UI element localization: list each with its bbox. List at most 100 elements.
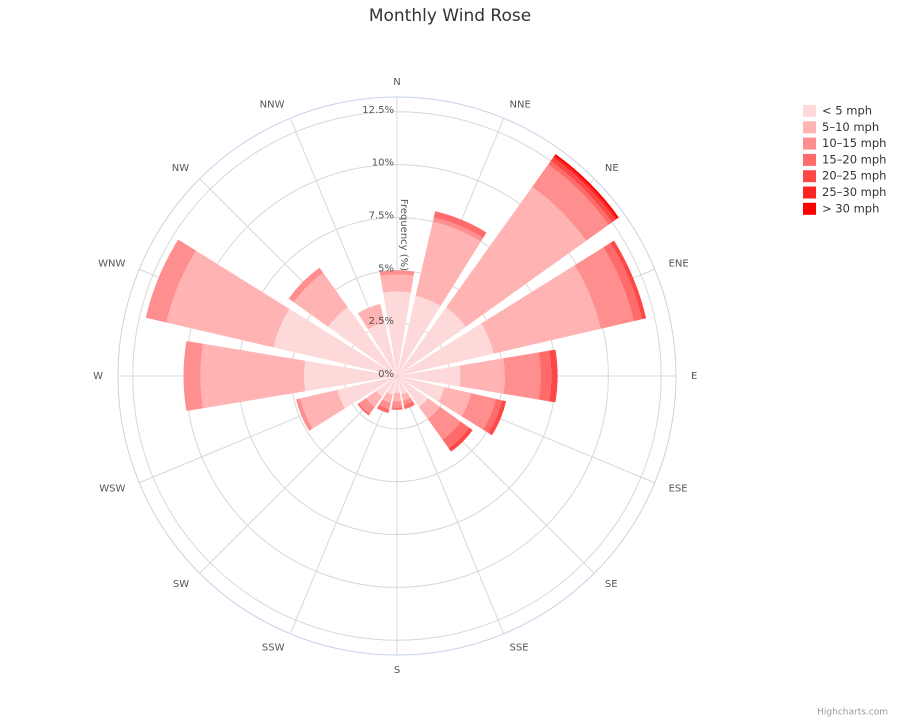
legend-label: 15–20 mph [822,152,886,166]
bar-segment [446,186,587,327]
bar-segment [397,376,445,402]
bar-segment [200,343,306,409]
x-tick-label: SSE [510,643,529,654]
bar-segment [376,376,397,397]
legend-label: 10–15 mph [822,136,886,150]
x-tick-label: S [394,665,400,676]
bar-segment [397,376,428,407]
bar-segment [367,322,397,376]
bar-segment [386,376,397,395]
x-tick-label: N [393,77,400,88]
bar-segment [438,386,472,417]
bar-segment [145,239,197,323]
bar-segment [401,392,411,401]
bar-segment [553,155,618,220]
legend-label: 5–10 mph [822,120,879,134]
bar-segment [433,211,487,238]
y-axis-label: Frequency (%) [398,199,409,271]
credits: Highcharts.com [817,708,888,718]
bar-segment [391,401,403,408]
y-tick-label: 10% [372,158,394,169]
spoke [396,375,505,634]
bar-segment [379,270,415,276]
bar-segment [403,401,415,409]
x-tick-label: SSW [262,643,285,654]
bar-segment [303,360,397,392]
y-tick-label: 5% [378,263,394,274]
bar-segment [538,350,552,402]
bar-segment [603,242,643,322]
x-tick-label: SW [173,579,189,590]
x-tick-label: ESE [669,484,688,495]
legend-swatch [803,202,816,215]
legend-swatch [803,137,816,150]
bar-segment [483,398,503,434]
bar-segment [359,398,375,414]
bar-segment [503,352,541,400]
bar-segment [183,340,204,412]
bar-segment [296,398,313,431]
bar-segment [459,358,505,394]
bar-segment [394,376,400,393]
bar-segment [448,427,473,452]
bar-segment [550,157,616,223]
bar-segment [402,397,413,405]
bar-segment [427,406,461,440]
legend-swatch [803,121,816,134]
bar-segment [300,389,345,429]
bar-segment [293,272,348,327]
y-tick-label: 0% [378,369,394,380]
bar-segment [415,221,481,307]
x-tick-label: NNW [260,99,285,110]
x-tick-label: W [93,371,103,382]
x-tick-label: ENE [669,258,689,269]
spoke [289,375,398,634]
bar-segment [380,274,414,293]
bar-segment [481,265,601,354]
legend-label: > 30 mph [822,201,879,215]
bar-segment [548,161,612,225]
bar-segment [532,164,609,241]
y-tick-label: 12.5% [362,105,394,116]
bar-segment [273,308,397,376]
bar-segment [337,376,397,409]
chart-title: Monthly Wind Rose [369,6,531,26]
legend-label: < 5 mph [822,104,872,118]
bar-segment [391,407,403,410]
bar-segment [397,376,408,395]
bar-segment [328,307,397,376]
bar-segment [166,250,290,348]
bar-segment [461,393,496,430]
legend-label: 20–25 mph [822,169,886,183]
legend-swatch [803,170,816,183]
bar-segment [376,404,390,414]
bar-segment [379,399,391,409]
x-tick-label: NW [172,163,189,174]
legend-swatch [803,105,816,117]
y-tick-label: 2.5% [369,316,394,327]
bar-segment [382,392,393,403]
bar-segment [392,392,402,402]
x-tick-label: WNW [98,258,125,269]
legend-label: 25–30 mph [822,185,886,199]
bar-segment [442,421,470,449]
bar-segment [574,247,634,329]
bar-segment [397,295,441,376]
bar-segment [419,398,440,419]
bar-segment [397,365,461,387]
x-tick-label: E [691,371,697,382]
bar-segment [610,240,647,320]
bar-segment [288,267,324,303]
x-tick-label: NE [605,163,619,174]
bar-segment [357,303,385,330]
x-tick-label: SE [605,579,618,590]
legend-swatch [803,153,816,166]
bar-segment [383,291,411,376]
bar-segment [488,400,507,436]
y-tick-label: 7.5% [369,210,394,221]
bar-segment [397,307,466,376]
bar-segment [397,323,494,376]
x-tick-label: WSW [99,484,125,495]
bar-segment [549,349,558,403]
